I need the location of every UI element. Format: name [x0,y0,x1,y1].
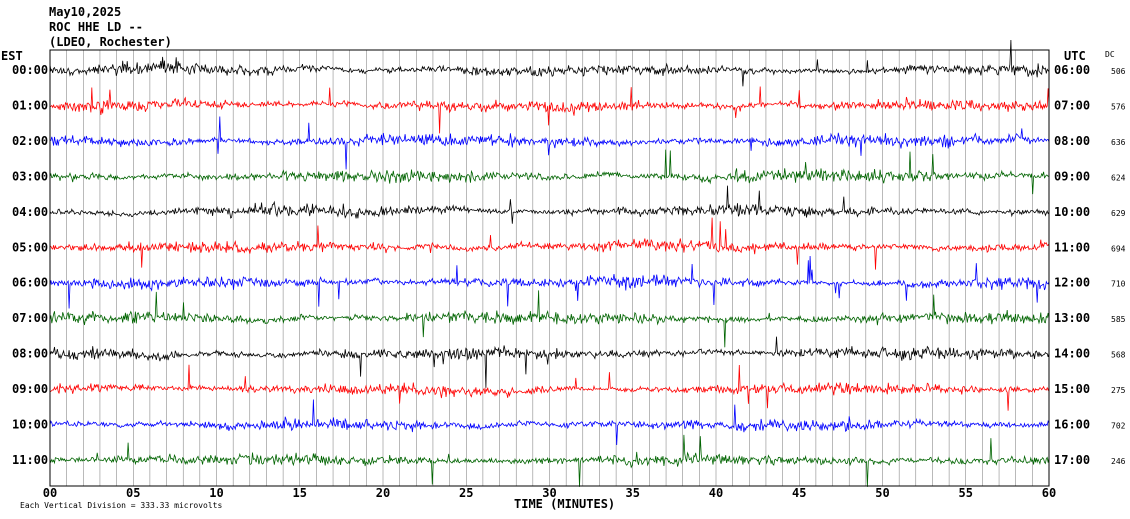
utc-time-label: 13:00 [1054,311,1090,325]
est-time-label: 03:00 [12,169,48,183]
trace-line [49,255,1050,309]
dc-label: DC [1105,50,1115,59]
est-time-label: 01:00 [12,98,48,112]
utc-time-label: 09:00 [1054,169,1090,183]
x-tick-label: 60 [1042,486,1056,500]
trace-line [49,399,1050,446]
dc-value-label: 246 [1111,457,1126,466]
dc-value-label: 636 [1111,138,1126,147]
est-time-label: 11:00 [12,453,48,467]
row-labels: 00:00 06:00 506 01:00 07:00 576 02:00 08:00 636 0… [12,63,1126,467]
est-time-label: 04:00 [12,205,48,219]
est-time-label: 06:00 [12,276,48,290]
utc-time-label: 06:00 [1054,63,1090,77]
dc-value-label: 568 [1111,351,1126,360]
x-tick-label: 25 [459,486,473,500]
est-time-label: 10:00 [12,418,48,432]
utc-time-label: 10:00 [1054,205,1090,219]
trace-line [49,217,1050,270]
dc-value-label: 694 [1111,244,1126,253]
trace-line [49,39,1050,87]
dc-value-label: 506 [1111,67,1126,76]
utc-time-label: 15:00 [1054,382,1090,396]
est-label: EST [1,49,23,63]
trace-line [49,149,1050,195]
est-time-label: 05:00 [12,240,48,254]
x-tick-label: 15 [293,486,307,500]
utc-time-label: 16:00 [1054,418,1090,432]
header-location: (LDEO, Rochester) [49,35,172,49]
utc-time-label: 14:00 [1054,347,1090,361]
est-time-label: 02:00 [12,134,48,148]
utc-time-label: 07:00 [1054,98,1090,112]
trace-line [49,364,1050,411]
utc-time-label: 17:00 [1054,453,1090,467]
utc-time-label: 12:00 [1054,276,1090,290]
plot-frame [49,49,1050,487]
header-date: May10,2025 [49,5,121,19]
x-tick-label: 55 [959,486,973,500]
dc-value-label: 585 [1111,315,1126,324]
trace-line [49,116,1050,170]
dc-value-label: 624 [1111,173,1126,182]
trace-line [49,185,1050,224]
minute-grid [66,50,1033,486]
x-tick-label: 20 [376,486,390,500]
scale-footer: Each Vertical Division = 333.33 microvol… [20,501,222,510]
x-tick-label: 00 [43,486,57,500]
est-time-label: 00:00 [12,63,48,77]
x-tick-label: 30 [542,486,556,500]
x-tick-label: 40 [709,486,723,500]
dc-value-label: 710 [1111,280,1126,289]
dc-value-label: 629 [1111,209,1126,218]
x-tick-label: 50 [875,486,889,500]
dc-value-label: 576 [1111,102,1126,111]
seismic-traces [49,39,1050,487]
trace-line [49,86,1050,134]
trace-line [49,434,1050,487]
est-time-label: 08:00 [12,347,48,361]
x-tick-label: 45 [792,486,806,500]
x-tick-labels: 00 05 10 15 20 25 30 35 40 45 50 55 60 [43,486,1056,500]
est-time-label: 07:00 [12,311,48,325]
utc-label: UTC [1064,49,1086,63]
est-time-label: 09:00 [12,382,48,396]
x-tick-label: 35 [626,486,640,500]
utc-time-label: 11:00 [1054,240,1090,254]
dc-value-label: 275 [1111,386,1126,395]
dc-value-label: 702 [1111,422,1126,431]
trace-line [49,290,1050,348]
x-axis-label: TIME (MINUTES) [514,497,615,511]
trace-line [49,336,1050,388]
header-station: ROC HHE LD -- [49,20,143,34]
x-tick-label: 05 [126,486,140,500]
x-tick-label: 10 [209,486,223,500]
utc-time-label: 08:00 [1054,134,1090,148]
